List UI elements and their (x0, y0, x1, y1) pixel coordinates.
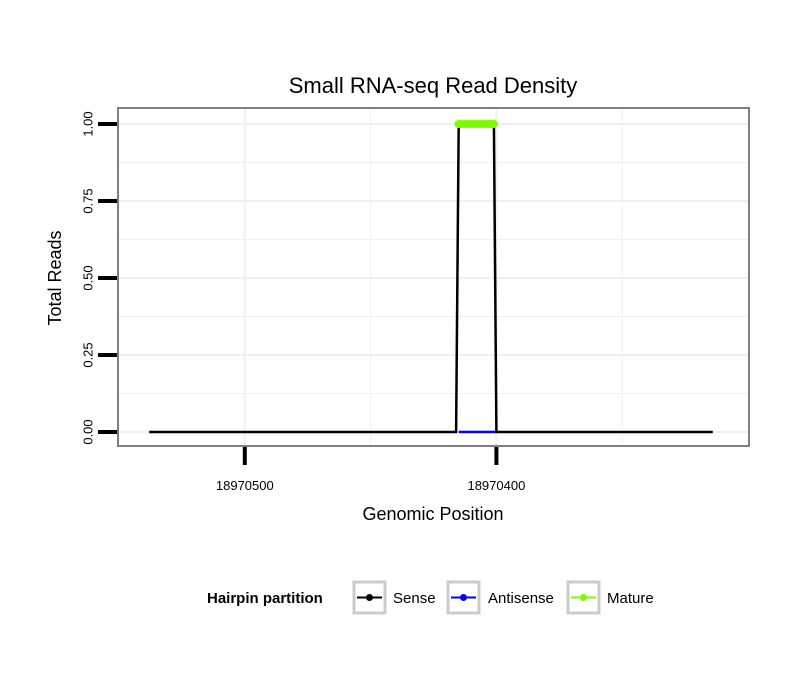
x-tick-label: 18970400 (467, 478, 525, 493)
legend-item-sense: Sense (352, 580, 436, 615)
y-axis-label: Total Reads (45, 230, 65, 325)
legend-key-point (460, 594, 467, 601)
legend-item-antisense: Antisense (446, 580, 554, 615)
x-tick-label: 18970500 (216, 478, 274, 493)
plot-panel-border (117, 107, 750, 447)
y-tick-label: 1.00 (80, 111, 95, 136)
legend-key-point (366, 594, 373, 601)
mature-point (489, 120, 498, 128)
grid-lines (119, 109, 748, 445)
y-tick-label: 0.75 (80, 188, 95, 213)
legend-entries: Sense Antisense Mature (352, 580, 654, 615)
y-tick-label: 0.00 (80, 419, 95, 444)
legend-label: Antisense (488, 590, 554, 607)
x-axis-ticks: 18970500 18970400 (216, 447, 525, 493)
legend-label: Sense (393, 590, 436, 607)
legend: Hairpin partition Sense Antisense Mature (207, 580, 654, 615)
y-axis-ticks: 0.00 0.25 0.50 0.75 1.00 (80, 111, 117, 445)
x-axis-label: Genomic Position (362, 504, 503, 524)
legend-key-point (580, 594, 587, 601)
legend-item-mature: Mature (566, 580, 654, 615)
series-layer (149, 120, 713, 434)
legend-title: Hairpin partition (207, 590, 323, 607)
y-tick-label: 0.50 (80, 265, 95, 290)
legend-label: Mature (607, 590, 654, 607)
y-tick-label: 0.25 (80, 342, 95, 367)
chart-title: Small RNA-seq Read Density (289, 73, 578, 98)
